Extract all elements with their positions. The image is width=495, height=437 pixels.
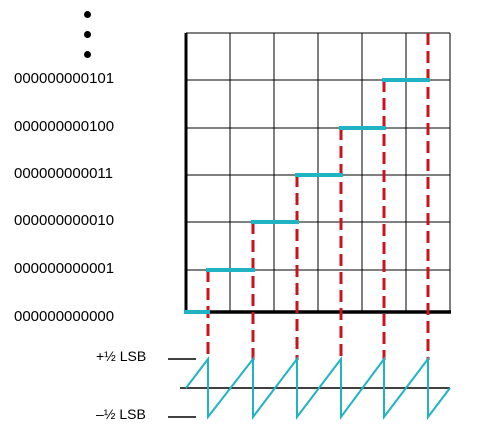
error-reference-lines bbox=[168, 358, 450, 418]
ellipsis-dot bbox=[84, 31, 91, 38]
code-label-4: 000000000100 bbox=[14, 118, 115, 135]
code-label-5: 000000000101 bbox=[14, 70, 115, 87]
quantization-error-sawtooth bbox=[185, 355, 451, 421]
code-label-3: 000000000011 bbox=[14, 165, 113, 182]
code-label-1: 000000000001 bbox=[14, 260, 115, 277]
plus-half-lsb-label: +½ LSB bbox=[96, 348, 147, 364]
minus-half-lsb-label: –½ LSB bbox=[96, 406, 146, 422]
code-label-0: 000000000000 bbox=[14, 308, 115, 325]
ellipsis-dot bbox=[84, 11, 91, 18]
code-label-2: 000000000010 bbox=[14, 212, 115, 229]
ellipsis-dot bbox=[84, 51, 91, 58]
code-steps bbox=[184, 78, 430, 314]
